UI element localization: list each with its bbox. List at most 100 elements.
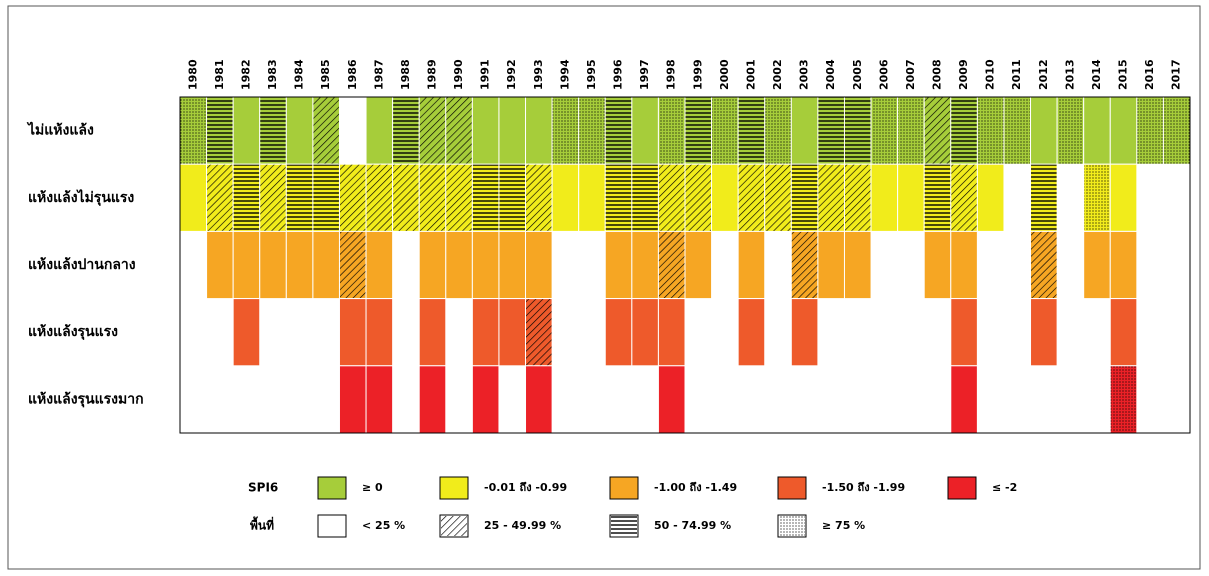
legend-label: ≥ 0 [362, 481, 383, 494]
cell-pattern [313, 164, 339, 231]
year-label: 2004 [824, 59, 837, 90]
legend-pattern [611, 516, 637, 536]
cell-pattern [472, 164, 499, 231]
frame [7, 5, 1201, 570]
cell-pattern [393, 97, 419, 164]
cell-pattern [1057, 97, 1084, 164]
cell [631, 230, 659, 300]
cell-pattern [844, 97, 871, 164]
cell-pattern [951, 164, 977, 231]
cell-pattern [499, 164, 526, 231]
cell-pattern [1137, 97, 1163, 164]
cell [1109, 230, 1138, 300]
cell [604, 230, 633, 300]
row-label: แห้งแล้งไม่รุนแรง [28, 188, 134, 206]
year-label: 1983 [266, 59, 279, 90]
cell-pattern [738, 97, 765, 164]
cell [206, 230, 234, 300]
cell-pattern [658, 97, 685, 164]
cell [950, 365, 978, 434]
cell [525, 365, 553, 434]
cell-pattern [393, 164, 419, 231]
year-label: 2002 [771, 59, 784, 90]
cell [737, 298, 766, 367]
cell [711, 163, 739, 232]
cell [1083, 96, 1111, 165]
cell [179, 163, 208, 232]
year-label: 2007 [904, 59, 917, 90]
row-label: แห้งแล้งรุนแรงมาก [28, 391, 144, 407]
grid-outline [179, 96, 1191, 434]
cell [790, 96, 819, 165]
cell [498, 230, 527, 300]
year-label: 1998 [665, 59, 678, 90]
year-label: 2015 [1117, 59, 1130, 90]
cell-pattern [419, 97, 446, 164]
year-label: 2006 [877, 59, 890, 90]
year-label: 1995 [585, 59, 598, 90]
year-label: 1996 [612, 59, 625, 90]
cell-pattern [339, 164, 366, 231]
cell-pattern [898, 97, 924, 164]
row-label: ไม่แห้งแล้ง [26, 121, 94, 139]
cell-pattern [765, 164, 791, 231]
year-label: 1999 [691, 59, 704, 90]
legend-swatch [439, 476, 469, 500]
legend-label: 50 - 74.99 % [654, 519, 731, 532]
year-label: 2011 [1010, 59, 1023, 90]
cell [843, 230, 872, 300]
cell [1030, 96, 1058, 165]
cell [232, 96, 261, 165]
cell [790, 298, 819, 367]
cell-pattern [791, 164, 818, 231]
year-label: 2012 [1037, 59, 1050, 90]
year-label: 2008 [931, 59, 944, 90]
legend-pattern [441, 516, 467, 536]
year-label: 2014 [1090, 59, 1103, 90]
cell-pattern [260, 97, 286, 164]
cell-pattern [526, 299, 552, 366]
legend-swatch [317, 514, 347, 538]
cell-pattern [818, 164, 844, 231]
year-label: 2003 [798, 59, 811, 90]
cell [525, 230, 553, 300]
cell-pattern [738, 164, 765, 231]
cell-pattern [526, 164, 552, 231]
cell-pattern [233, 164, 260, 231]
year-label: 1980 [186, 59, 199, 90]
cell [418, 298, 447, 367]
cell-pattern [951, 97, 977, 164]
cell [232, 230, 261, 300]
cell-pattern [685, 164, 712, 231]
year-label: 1990 [452, 59, 465, 90]
legend-swatch [777, 476, 807, 500]
cell-pattern [924, 164, 951, 231]
cell [657, 365, 686, 434]
cell [631, 298, 659, 367]
cell [1109, 96, 1138, 165]
cell-pattern [339, 231, 366, 299]
year-label: 1993 [532, 59, 545, 90]
cell-pattern [658, 231, 685, 299]
cell [471, 230, 500, 300]
year-label: 1988 [399, 59, 412, 90]
year-label: 1997 [638, 59, 651, 90]
legend-label: 25 - 49.99 % [484, 519, 561, 532]
cell [950, 298, 978, 367]
year-label: 1985 [319, 59, 332, 90]
year-label: 1987 [372, 59, 385, 90]
row-label: แห้งแล้งปานกลาง [28, 257, 136, 273]
cell [365, 230, 394, 300]
cell [445, 230, 473, 300]
cell-pattern [605, 97, 632, 164]
year-label: 2016 [1143, 59, 1156, 90]
cell [418, 365, 447, 434]
cell [923, 230, 952, 300]
cell [232, 298, 261, 367]
cell [604, 298, 633, 367]
legend-label: -0.01 ถึง -0.99 [484, 481, 567, 494]
year-label: 1994 [558, 59, 571, 90]
cell [471, 96, 500, 165]
cell [737, 230, 766, 300]
